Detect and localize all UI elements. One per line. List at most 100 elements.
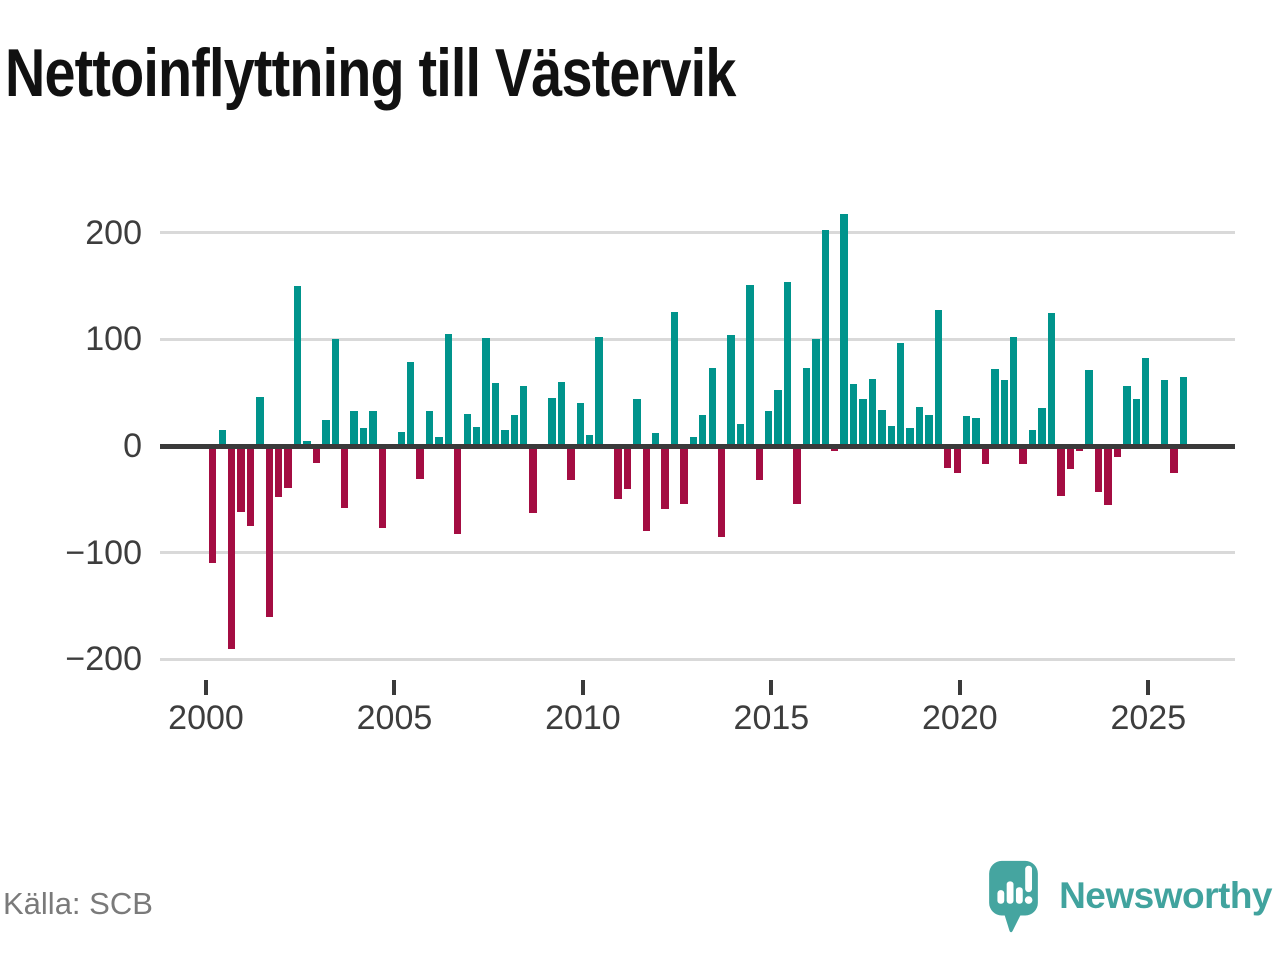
bar-2001-Q4	[275, 446, 283, 498]
bar-2015-Q3	[793, 446, 801, 504]
bar-2020-Q4	[991, 369, 999, 446]
brand-footer: Newsworthy	[986, 858, 1272, 934]
bar-2012-Q4	[689, 437, 698, 446]
bar-2003-Q3	[341, 446, 349, 508]
bar-2017-Q3	[868, 378, 877, 446]
bar-2009-Q1	[548, 398, 556, 446]
bar-2010-Q2	[595, 337, 603, 446]
bar-2006-Q3	[454, 446, 462, 535]
bar-2007-Q3	[491, 383, 500, 446]
bar-2025-Q4	[1179, 376, 1188, 446]
bar-2012-Q2	[670, 311, 679, 446]
bar-2007-Q4	[501, 430, 509, 446]
bar-2016-Q1	[812, 339, 820, 446]
bar-2012-Q1	[661, 446, 669, 509]
bar-2002-Q1	[284, 446, 292, 488]
y-tick-label--100: −100	[65, 533, 142, 572]
x-tick-label-2005: 2005	[356, 699, 433, 737]
gridline-200	[160, 231, 1235, 235]
bar-2021-Q2	[1010, 337, 1018, 446]
x-tick-label-2000: 2000	[168, 699, 244, 737]
y-tick-label-100: 100	[85, 320, 142, 359]
bar-2023-Q1	[1076, 446, 1084, 452]
x-tick-2025	[1146, 680, 1151, 695]
chart-title: Nettoinflyttning till Västervik	[5, 35, 736, 111]
bar-2001-Q2	[256, 396, 264, 446]
bar-2004-Q3	[378, 446, 387, 529]
bar-2014-Q1	[736, 423, 745, 446]
x-tick-2010	[580, 680, 585, 695]
bar-2023-Q4	[1104, 446, 1112, 505]
bar-2010-Q4	[614, 446, 622, 500]
bar-2024-Q2	[1123, 386, 1131, 446]
y-tick-label--200: −200	[65, 640, 142, 679]
bar-2018-Q1	[887, 425, 895, 446]
bar-2009-Q4	[576, 403, 584, 446]
plot-area: 200 100 0 −100 −200 2000 2005 2010 2015 2020 2025	[65, 213, 1235, 737]
newsworthy-logo-icon	[989, 860, 1038, 933]
bar-2013-Q1	[699, 415, 707, 446]
x-tick-2015	[769, 680, 774, 695]
bar-2006-Q1	[435, 437, 443, 446]
bar-2013-Q3	[717, 446, 726, 537]
bar-2021-Q1	[1000, 379, 1009, 446]
bar-2007-Q1	[472, 426, 481, 446]
bar-2015-Q4	[802, 368, 811, 446]
bar-2020-Q2	[972, 418, 980, 446]
bar-2022-Q1	[1038, 407, 1046, 446]
bar-2011-Q1	[623, 446, 632, 489]
brand-name: Newsworthy	[1059, 875, 1272, 916]
bar-2018-Q2	[896, 342, 905, 446]
bar-2011-Q4	[651, 433, 660, 446]
bar-2017-Q1	[849, 384, 858, 446]
x-tick-label-2020: 2020	[922, 699, 998, 737]
bar-2018-Q4	[915, 406, 924, 446]
bar-2004-Q1	[359, 427, 368, 446]
bar-2000-Q3	[227, 446, 236, 649]
x-tick-2020	[957, 680, 962, 695]
bar-2011-Q2	[633, 399, 641, 446]
bar-2009-Q2	[557, 382, 566, 446]
bar-2008-Q3	[529, 446, 537, 514]
bar-2016-Q4	[840, 213, 848, 446]
bar-2012-Q3	[680, 446, 688, 504]
x-tick-label-2015: 2015	[733, 699, 810, 737]
bar-2005-Q2	[406, 361, 415, 446]
bar-2010-Q1	[586, 435, 594, 446]
bar-2000-Q4	[237, 446, 245, 513]
y-tick-label-0: 0	[123, 427, 142, 465]
bar-2008-Q1	[510, 415, 519, 446]
bar-2014-Q3	[755, 446, 764, 481]
bar-2005-Q3	[416, 446, 424, 480]
bar-2001-Q1	[246, 446, 255, 526]
bar-2024-Q3	[1132, 399, 1140, 446]
bar-2018-Q3	[906, 427, 914, 446]
x-tick-label-2010: 2010	[545, 699, 621, 737]
bar-2013-Q4	[727, 335, 735, 446]
bar-2002-Q2	[293, 286, 302, 446]
bar-2011-Q3	[642, 446, 650, 532]
x-tick-label-2025: 2025	[1110, 699, 1187, 737]
bar-2005-Q4	[425, 410, 434, 446]
bar-2002-Q3	[303, 440, 311, 446]
bar-2013-Q2	[708, 368, 716, 446]
bar-2022-Q2	[1047, 312, 1056, 446]
bar-2020-Q3	[981, 446, 990, 465]
bar-2024-Q4	[1141, 357, 1150, 446]
bar-2019-Q2	[934, 309, 943, 446]
bar-2014-Q2	[746, 285, 754, 446]
bar-2003-Q1	[322, 420, 330, 446]
bar-2008-Q2	[520, 386, 528, 446]
x-tick-2000	[204, 680, 208, 695]
bar-2006-Q4	[463, 414, 471, 446]
gridline-100	[160, 337, 1235, 341]
bar-2006-Q2	[444, 334, 453, 446]
y-tick-label-200: 200	[85, 213, 142, 252]
bar-2015-Q1	[774, 389, 782, 446]
bar-2007-Q2	[482, 338, 490, 446]
x-tick-2005	[392, 680, 397, 695]
bar-2005-Q1	[397, 432, 405, 446]
bar-2003-Q4	[350, 410, 358, 446]
bar-2023-Q2	[1085, 370, 1093, 446]
